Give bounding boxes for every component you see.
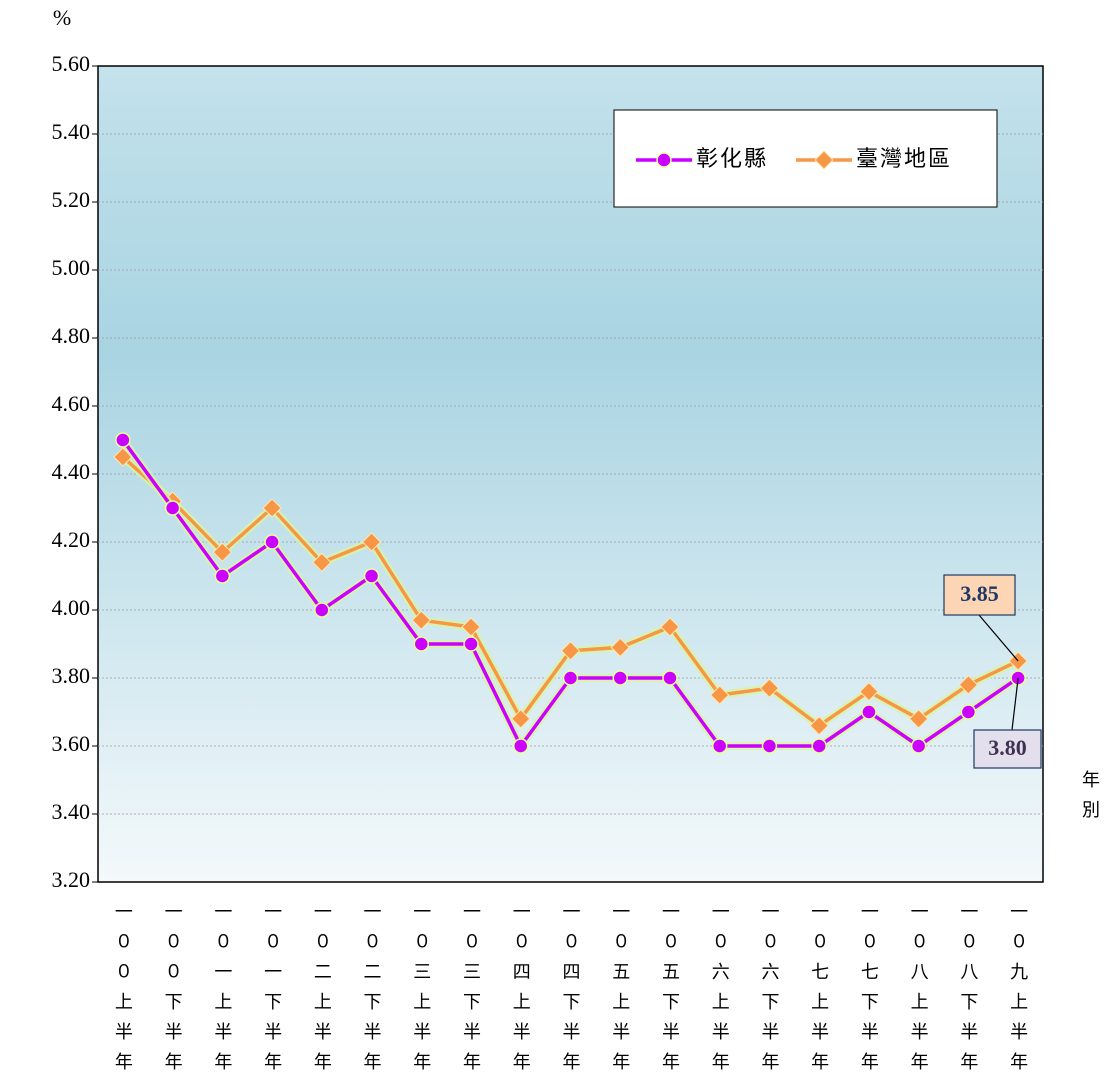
marker — [560, 641, 581, 661]
y-tick-label: 4.40 — [52, 459, 91, 484]
marker — [814, 150, 834, 170]
x-tick-label: 一０八上半年 — [909, 902, 929, 1082]
marker — [314, 602, 330, 618]
x-tick-label: 一０八下半年 — [958, 902, 978, 1082]
x-tick-label: 一０二下半年 — [362, 902, 382, 1082]
y-tick-label: 3.80 — [52, 663, 91, 688]
x-tick-label: 一０七下半年 — [859, 902, 879, 1082]
x-tick-label: 一０五下半年 — [660, 902, 680, 1082]
marker — [811, 738, 827, 754]
marker — [312, 552, 332, 573]
marker — [612, 670, 628, 686]
marker — [212, 542, 233, 562]
marker — [264, 534, 280, 550]
y-axis-label: % — [53, 5, 71, 30]
marker — [214, 568, 231, 584]
value-label: 3.85 — [960, 581, 999, 606]
marker — [511, 709, 531, 729]
x-tick-label: 一０二上半年 — [312, 902, 332, 1082]
y-tick-label: 5.60 — [52, 51, 91, 76]
x-tick-label: 一０七上半年 — [809, 902, 829, 1082]
marker — [910, 738, 927, 754]
marker — [711, 738, 728, 754]
marker — [759, 678, 780, 698]
y-tick-label: 3.40 — [52, 799, 91, 824]
y-tick-label: 4.20 — [52, 527, 91, 552]
marker — [461, 617, 481, 637]
y-tick-label: 5.40 — [52, 119, 91, 144]
x-tick-label: 一０一下半年 — [262, 902, 282, 1082]
marker — [660, 617, 680, 637]
x-tick-label: 一００下半年 — [163, 902, 183, 1082]
x-tick-label: 一０四下半年 — [561, 902, 581, 1082]
y-tick-label: 4.60 — [52, 391, 91, 416]
x-tick-label: 一０三上半年 — [411, 902, 431, 1082]
marker — [363, 568, 380, 584]
marker — [463, 636, 479, 652]
value-label: 3.80 — [988, 735, 1027, 760]
label-box — [973, 729, 1042, 769]
y-tick-label: 5.20 — [52, 187, 91, 212]
marker — [262, 498, 282, 518]
y-tick-label: 3.60 — [52, 731, 91, 756]
marker — [958, 675, 979, 695]
x-tick-label: 一００上半年 — [113, 902, 133, 1082]
y-tick-label: 5.00 — [52, 255, 91, 280]
legend-label: 彰化縣 — [696, 147, 768, 172]
marker — [656, 152, 672, 168]
marker — [662, 670, 678, 686]
marker — [115, 432, 131, 448]
marker — [164, 500, 181, 516]
marker — [413, 636, 430, 652]
label-box — [943, 574, 1016, 616]
marker — [361, 532, 382, 552]
leader-line — [1011, 677, 1019, 731]
marker — [610, 637, 630, 658]
y-tick-label: 4.80 — [52, 323, 91, 348]
marker — [809, 715, 829, 736]
x-tick-label: 一０三下半年 — [461, 902, 481, 1082]
marker — [908, 709, 929, 729]
x-tick-label: 一０九上半年 — [1008, 902, 1028, 1082]
legend-label: 臺灣地區 — [856, 147, 952, 172]
x-axis-label: 年別 — [1080, 770, 1100, 830]
leader-line — [978, 614, 1019, 662]
marker — [861, 704, 877, 720]
marker — [562, 670, 579, 686]
x-tick-label: 一０五上半年 — [610, 902, 630, 1082]
x-tick-label: 一０一上半年 — [212, 902, 232, 1082]
x-tick-label: 一０六上半年 — [710, 902, 730, 1082]
y-tick-label: 4.00 — [52, 595, 91, 620]
y-tick-label: 3.20 — [52, 867, 91, 892]
marker — [513, 738, 529, 754]
marker — [761, 738, 778, 754]
x-tick-label: 一０四上半年 — [511, 902, 531, 1082]
x-tick-label: 一０六下半年 — [759, 902, 779, 1082]
marker — [859, 681, 879, 702]
marker — [960, 704, 977, 720]
marker — [710, 685, 730, 705]
marker — [411, 610, 431, 630]
